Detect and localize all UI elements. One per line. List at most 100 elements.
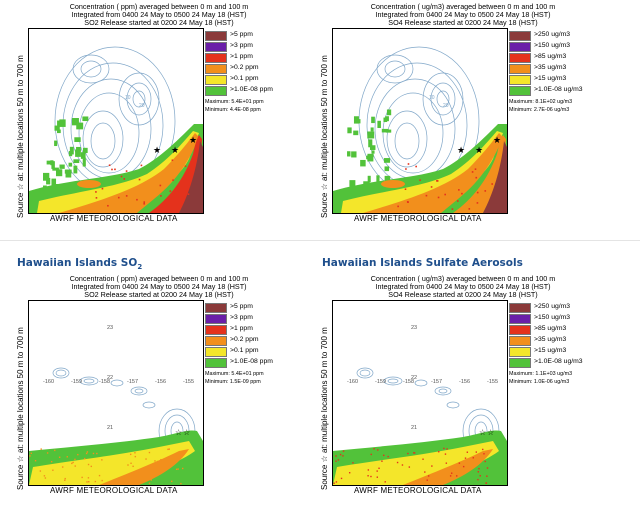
legend-minimum: Minimum: 1.5E-09 ppm bbox=[205, 379, 261, 385]
plume-hotspot bbox=[107, 204, 109, 207]
source-side-label: Source ☆ at: multiple locations 50 m to … bbox=[320, 327, 329, 490]
chart-header-line1: Concentration ( ppm) averaged between 0 … bbox=[69, 274, 249, 283]
plume-hotspot bbox=[458, 189, 460, 191]
legend-swatch bbox=[509, 53, 531, 63]
legend-label: >1.0E-08 ug/m3 bbox=[534, 358, 583, 365]
legend-item: >35 ug/m3 bbox=[509, 335, 572, 346]
legend-label: >0.2 ppm bbox=[230, 336, 259, 343]
latitude-label: 22 bbox=[107, 375, 113, 381]
legend-item: >250 ug/m3 bbox=[509, 302, 572, 313]
plume-hotspot bbox=[426, 479, 428, 481]
plume-hotspot bbox=[58, 456, 61, 458]
plume-hotspot bbox=[180, 482, 182, 485]
plume-cell bbox=[71, 118, 79, 126]
legend-item: >85 ug/m3 bbox=[509, 324, 572, 335]
plume-hotspot bbox=[168, 448, 170, 450]
plume-hotspot bbox=[160, 195, 162, 197]
map-frame: 10 20 ★ ★ ★ bbox=[332, 28, 508, 214]
plume-hotspot bbox=[342, 450, 345, 452]
plume-hotspot bbox=[451, 472, 453, 474]
plume-hotspot bbox=[88, 481, 90, 483]
legend-maximum: Maximum: 5.4E+01 ppm bbox=[205, 99, 264, 105]
plume-hotspot bbox=[39, 470, 42, 472]
plume-hotspot bbox=[101, 459, 103, 461]
plume-cell bbox=[384, 175, 391, 183]
plume-hotspot bbox=[95, 197, 98, 199]
plume-hotspot bbox=[405, 168, 407, 170]
plume-hotspot bbox=[132, 465, 134, 468]
plume-hotspot bbox=[85, 452, 88, 455]
plume-hotspot bbox=[339, 453, 342, 456]
plume-hotspot bbox=[50, 460, 53, 463]
plume-hotspot bbox=[476, 191, 479, 194]
contour-line bbox=[132, 90, 146, 108]
legend-maximum: Maximum: 8.1E+02 ug/m3 bbox=[509, 99, 573, 105]
map-frame: -160-159-158-157-156-15523222120☆☆ bbox=[28, 300, 204, 486]
plume-hotspot bbox=[125, 170, 128, 172]
plume-hotspot bbox=[90, 465, 92, 468]
contour-line bbox=[430, 82, 456, 116]
plume-hotspot bbox=[383, 454, 385, 457]
island-contour bbox=[110, 379, 124, 387]
plume-hotspot bbox=[451, 208, 454, 210]
map-frame: 10 20 ★ ★ ★ bbox=[28, 28, 204, 214]
plume-cell bbox=[80, 152, 86, 159]
plume-hotspot bbox=[370, 475, 372, 478]
plume-hotspot bbox=[160, 458, 162, 461]
legend-swatch bbox=[509, 314, 531, 324]
plume-hotspot bbox=[148, 482, 151, 484]
source-side-label: Source ☆ at: multiple locations 50 m to … bbox=[16, 327, 25, 490]
legend-maximum: Maximum: 1.1E+03 ug/m3 bbox=[509, 371, 573, 377]
plume-hotspot bbox=[86, 451, 89, 453]
plume-cell bbox=[367, 154, 374, 162]
plume-cell bbox=[383, 158, 391, 163]
plume-hotspot bbox=[340, 477, 343, 480]
plume-hotspot bbox=[135, 479, 137, 481]
longitude-label: -158 bbox=[403, 379, 414, 385]
plume-cell bbox=[370, 127, 374, 132]
legend-label: >35 ug/m3 bbox=[534, 64, 567, 71]
longitude-label: -156 bbox=[155, 379, 166, 385]
legend-label: >1.0E-08 ppm bbox=[230, 86, 273, 93]
legend-swatch bbox=[509, 325, 531, 335]
legend-label: >85 ug/m3 bbox=[534, 53, 567, 60]
chart-header-line3: SO4 Release started at 0200 24 May 18 (H… bbox=[388, 290, 538, 299]
plume-hotspot bbox=[437, 196, 440, 199]
legend-label: >250 ug/m3 bbox=[534, 31, 571, 38]
plume-swath-yellow bbox=[333, 441, 499, 485]
plume-hotspot bbox=[443, 447, 445, 450]
plume-hotspot bbox=[476, 202, 479, 204]
plume-cell bbox=[69, 146, 74, 155]
plume-hotspot bbox=[181, 467, 184, 470]
plume-cell bbox=[376, 175, 380, 182]
plume-hotspot bbox=[425, 194, 428, 197]
plume-hotspot bbox=[413, 452, 416, 454]
plume-hotspot bbox=[94, 480, 97, 483]
legend-swatch bbox=[509, 86, 531, 96]
plume-hotspot bbox=[444, 193, 446, 196]
plume-cell bbox=[82, 147, 88, 153]
plume-hotspot bbox=[142, 476, 144, 478]
island-contour bbox=[434, 386, 452, 396]
longitude-label: -157 bbox=[431, 379, 442, 385]
contour-label: 20 bbox=[139, 103, 145, 109]
legend-item: >85 ug/m3 bbox=[509, 52, 572, 63]
chart-header-line2: Integrated from 0400 24 May to 0500 24 M… bbox=[375, 10, 551, 19]
legend-label: >150 ug/m3 bbox=[534, 42, 571, 49]
source-star-icon: ★ bbox=[171, 145, 179, 155]
plume-swath-core bbox=[483, 141, 507, 213]
island-contour bbox=[356, 367, 374, 379]
contour-line bbox=[72, 54, 110, 84]
plume-hotspot bbox=[74, 465, 76, 467]
plume-cell bbox=[52, 167, 59, 171]
longitude-label: -160 bbox=[43, 379, 54, 385]
plume-hotspot bbox=[445, 462, 448, 464]
plume-hotspot bbox=[143, 201, 146, 203]
island-contour bbox=[79, 376, 99, 386]
plume-hotspot bbox=[486, 475, 488, 477]
plume-hotspot bbox=[471, 171, 474, 173]
dispersion-map: -160-159-158-157-156-15523222120☆☆ bbox=[29, 325, 203, 485]
contour-label: 20 bbox=[443, 103, 449, 109]
legend-maximum: Maximum: 5.4E+01 ppm bbox=[205, 371, 264, 377]
longitude-label: -160 bbox=[347, 379, 358, 385]
